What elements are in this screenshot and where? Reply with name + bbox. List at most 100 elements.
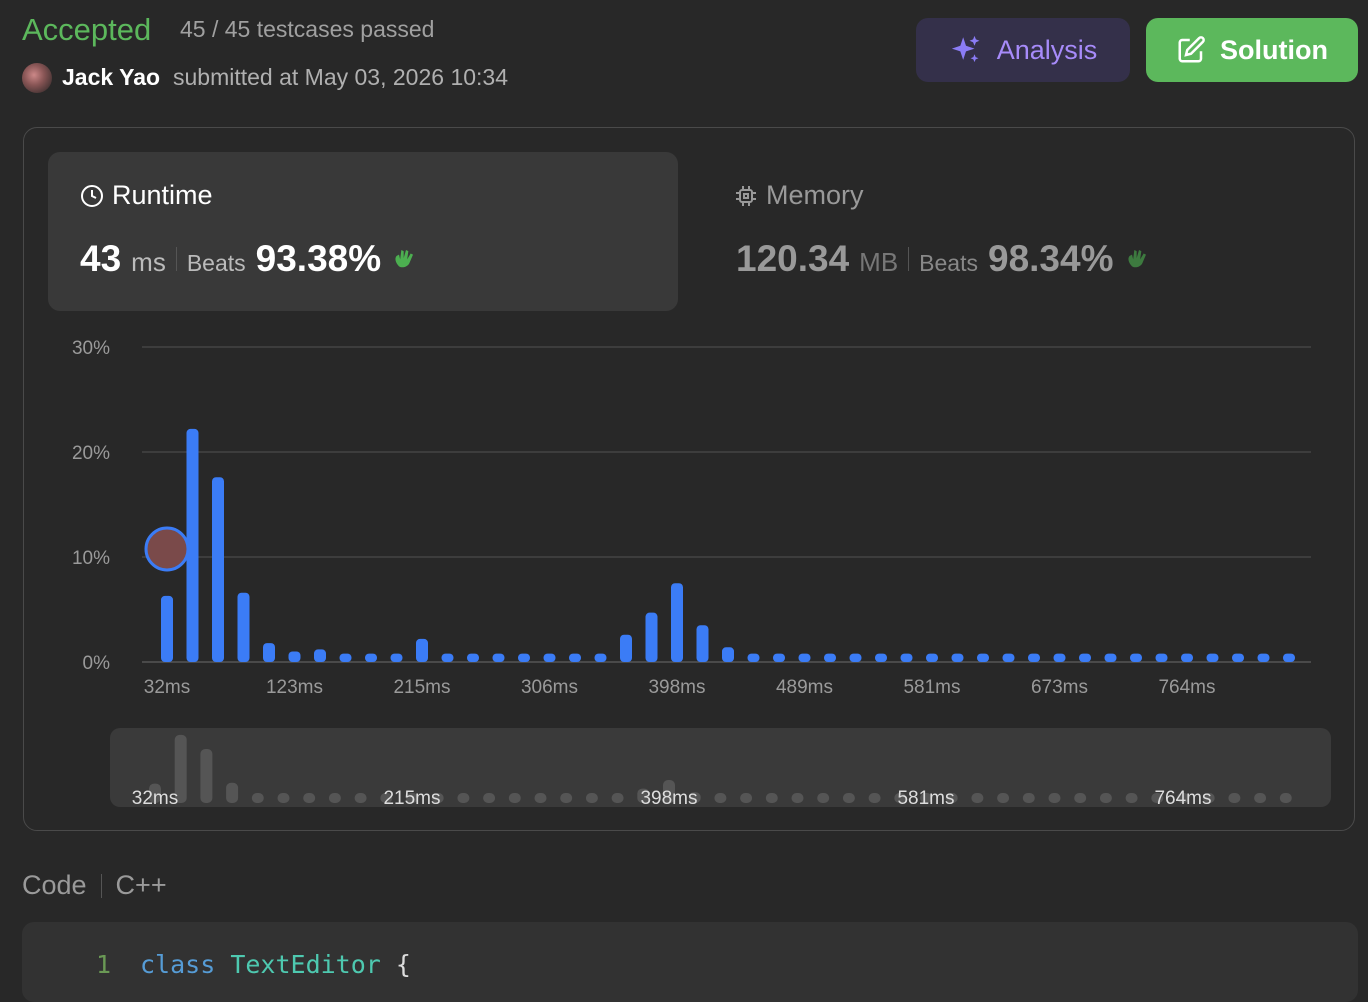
user-avatar-marker xyxy=(144,526,190,572)
runtime-card[interactable] xyxy=(48,152,678,311)
minimap-bar xyxy=(251,793,264,803)
minimap-bar xyxy=(920,793,932,803)
minimap-label: 398ms xyxy=(640,788,697,809)
bar xyxy=(1028,653,1040,662)
x-tick-label: 32ms xyxy=(144,677,190,698)
memory-beats: 98.34% xyxy=(988,238,1114,279)
bar xyxy=(722,647,734,662)
minimap-bar xyxy=(1074,793,1087,803)
runtime-unit: ms xyxy=(131,247,166,277)
avatar xyxy=(22,63,52,93)
minimap-bar xyxy=(200,748,213,803)
minimap-bar xyxy=(663,779,675,803)
code-token: TextEditor xyxy=(230,950,396,979)
analysis-button[interactable]: Analysis xyxy=(916,18,1130,82)
bar xyxy=(849,653,862,662)
runtime-beats-label: Beats xyxy=(186,250,246,276)
bar xyxy=(977,653,989,662)
minimap-bar xyxy=(149,783,161,803)
minimap-bar xyxy=(406,793,418,803)
bar xyxy=(1283,653,1295,662)
bar xyxy=(747,653,760,662)
memory-value: 120.34 xyxy=(736,238,850,279)
minimap-bar xyxy=(997,793,1010,803)
memory-label: Memory xyxy=(766,180,864,210)
minimap-label: 764ms xyxy=(1154,788,1211,809)
bar xyxy=(543,653,556,662)
runtime-stats: 43 ms Beats 93.38% xyxy=(80,238,421,280)
y-tick-label: 20% xyxy=(72,443,110,464)
bar xyxy=(441,653,454,662)
bar xyxy=(339,653,352,662)
bar xyxy=(824,653,836,662)
memory-stats[interactable]: 120.34 MB Beats 98.34% xyxy=(736,238,1154,280)
code-line: class TextEditor { xyxy=(140,950,411,979)
bar xyxy=(773,653,785,662)
bar xyxy=(161,595,173,662)
bar xyxy=(900,653,913,662)
bar xyxy=(1206,653,1219,662)
bar xyxy=(467,653,479,662)
bar xyxy=(645,612,658,662)
code-label: Code xyxy=(22,870,87,900)
solution-button[interactable]: Solution xyxy=(1146,18,1358,82)
line-number: 1 xyxy=(96,950,112,979)
bar xyxy=(186,428,199,662)
bar xyxy=(620,634,632,662)
minimap-bar xyxy=(380,793,393,803)
minimap-bar xyxy=(714,793,727,803)
bar xyxy=(671,583,683,662)
status: Accepted xyxy=(22,12,152,47)
minimap-bar xyxy=(842,793,855,803)
clap-icon xyxy=(395,250,414,268)
runtime-heading: Runtime xyxy=(80,180,213,211)
bar xyxy=(237,592,250,662)
bar xyxy=(492,653,505,662)
solution-label: Solution xyxy=(1220,34,1328,65)
minimap-bar xyxy=(1022,793,1035,803)
minimap-bar xyxy=(457,793,470,803)
bar xyxy=(314,649,326,662)
bar xyxy=(212,477,224,662)
minimap-bar xyxy=(328,793,341,803)
minimap-bar xyxy=(1202,793,1215,803)
code-token: class xyxy=(140,950,231,979)
runtime-chart: 0% 10% 20% 30% 32ms 123ms 215ms 306ms 398ms 489ms… xyxy=(72,338,1311,809)
user-name[interactable]: Jack Yao xyxy=(62,64,161,90)
minimap-bar xyxy=(1099,793,1112,803)
bar xyxy=(390,653,403,662)
bar xyxy=(875,653,887,662)
result-panel xyxy=(23,127,1355,831)
minimap-bar xyxy=(560,793,573,803)
bar xyxy=(1232,653,1244,662)
minimap-bar xyxy=(354,793,367,803)
x-tick-label: 398ms xyxy=(648,677,705,698)
bar xyxy=(416,638,428,662)
separator xyxy=(100,873,102,898)
runtime-value: 43 xyxy=(80,238,122,279)
bar xyxy=(1079,653,1091,662)
bar xyxy=(951,653,964,662)
code-token: { xyxy=(395,950,411,979)
minimap-label: 32ms xyxy=(132,788,178,809)
minimap-bar xyxy=(611,793,624,803)
bar xyxy=(569,653,581,662)
bar xyxy=(594,653,607,662)
bar xyxy=(1155,653,1168,662)
x-tick-label: 581ms xyxy=(903,677,960,698)
x-tick-label: 123ms xyxy=(266,677,323,698)
minimap-bar xyxy=(1125,793,1138,803)
minimap-bar xyxy=(1228,793,1241,803)
minimap-bar xyxy=(817,793,830,803)
minimap-bar xyxy=(534,793,547,803)
memory-unit: MB xyxy=(859,247,899,277)
minimap-label: 215ms xyxy=(383,788,440,809)
minimap-bar xyxy=(688,792,701,803)
bar xyxy=(696,625,709,662)
clap-icon xyxy=(1127,250,1146,268)
bar xyxy=(518,653,530,662)
minimap-bar xyxy=(1048,793,1061,803)
bar xyxy=(1002,653,1015,662)
minimap-bar xyxy=(791,793,804,803)
